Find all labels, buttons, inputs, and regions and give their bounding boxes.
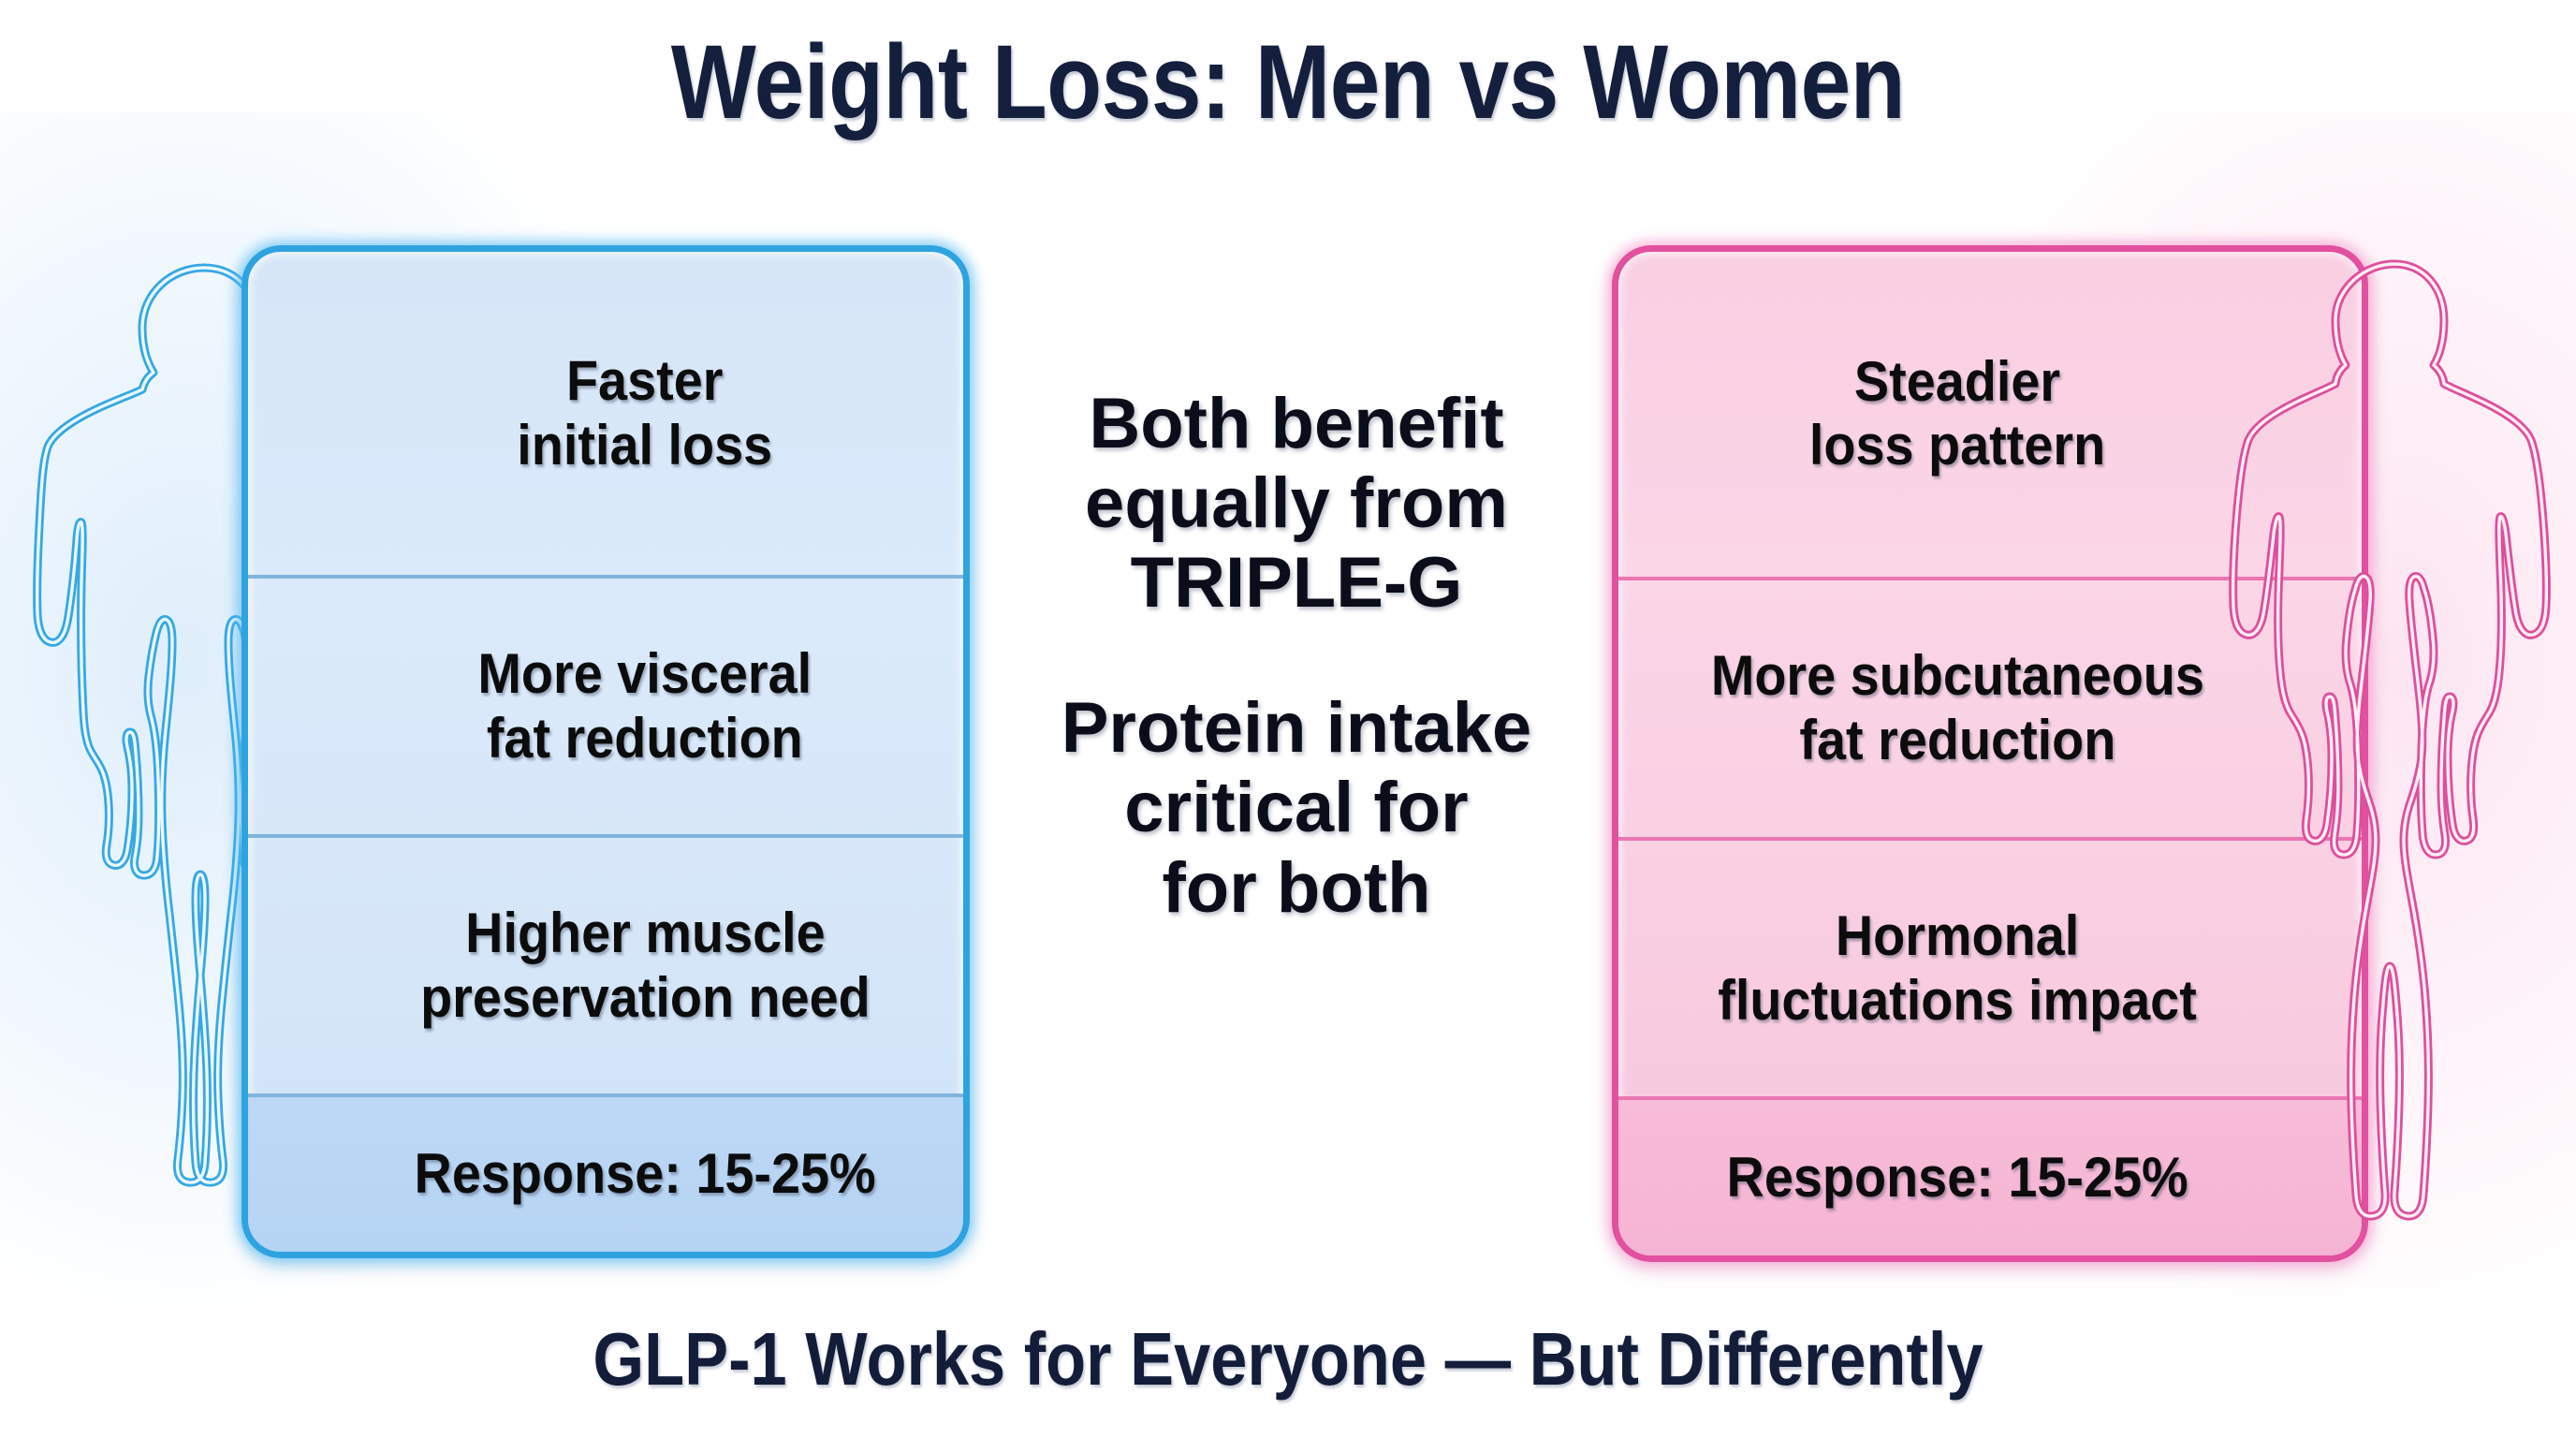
women-row-1-label: Steadier loss pattern [1808, 349, 2106, 477]
women-row-3-label: Hormonal fluctuations impact [1718, 904, 2197, 1032]
center-shared-notes: Both benefit equally from TRIPLE-G Prote… [992, 384, 1601, 928]
women-response-label: Response: 15-25% [1726, 1146, 2188, 1210]
men-panel: Faster initial loss More visceral fat re… [242, 245, 970, 1258]
page-title: Weight Loss: Men vs Women [670, 23, 1906, 140]
women-row-2: More subcutaneous fat reduction [1618, 576, 2362, 837]
men-row-3: Higher muscle preservation need [248, 834, 963, 1093]
men-row-1-label: Faster initial loss [517, 349, 773, 477]
women-row-1: Steadier loss pattern [1618, 252, 2362, 577]
men-row-3-label: Higher muscle preservation need [419, 902, 871, 1029]
center-note-1: Both benefit equally from TRIPLE-G [1085, 384, 1508, 624]
women-row-3: Hormonal fluctuations impact [1618, 836, 2362, 1097]
men-response-label: Response: 15-25% [414, 1142, 876, 1206]
men-row-2: More visceral fat reduction [248, 575, 963, 834]
center-note-2: Protein intake critical for for both [1061, 688, 1532, 928]
women-panel: Steadier loss pattern More subcutaneous … [1612, 245, 2368, 1262]
women-row-2-label: More subcutaneous fat reduction [1710, 644, 2204, 771]
women-response-row: Response: 15-25% [1618, 1096, 2362, 1255]
men-row-1: Faster initial loss [248, 252, 963, 575]
men-row-2-label: More visceral fat reduction [477, 642, 812, 770]
bottom-caption: GLP-1 Works for Everyone — But Different… [593, 1317, 1983, 1401]
men-response-row: Response: 15-25% [248, 1093, 963, 1252]
